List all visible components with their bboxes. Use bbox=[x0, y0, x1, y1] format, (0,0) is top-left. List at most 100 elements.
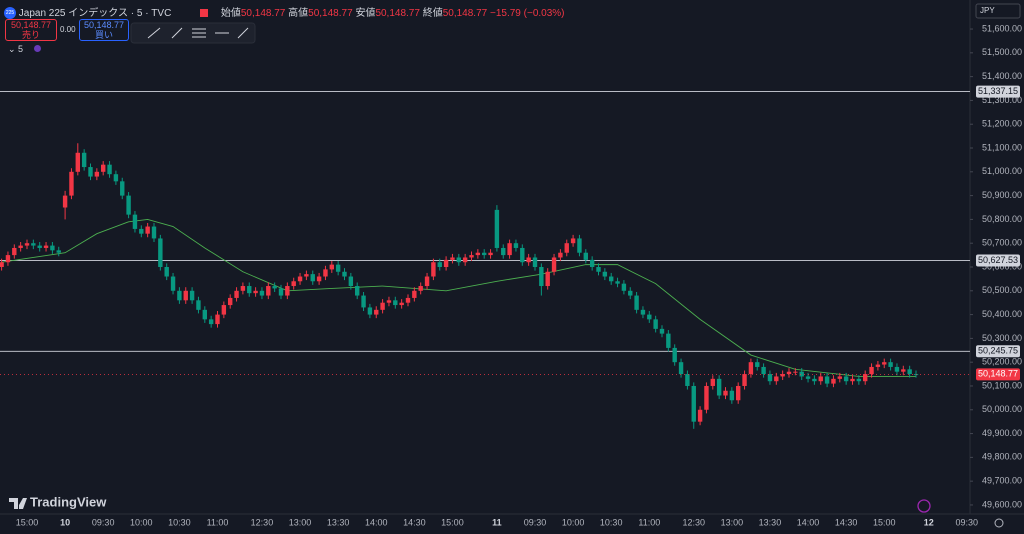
candle-body bbox=[316, 276, 322, 282]
candle-body bbox=[704, 385, 709, 410]
candle-body bbox=[399, 302, 404, 306]
settings-icon[interactable] bbox=[994, 518, 1004, 528]
price-line-label: 50,627.53 bbox=[978, 255, 1018, 265]
price-line-label: 50,245.75 bbox=[978, 346, 1018, 356]
candle-body bbox=[805, 376, 811, 379]
candle-body bbox=[393, 300, 398, 306]
candle-body bbox=[183, 290, 188, 301]
y-tick-label: 49,800.00 bbox=[982, 452, 1022, 462]
last-price-label: 50,148.77 bbox=[978, 369, 1018, 379]
tradingview-logo: TradingView bbox=[9, 494, 107, 509]
candle-body bbox=[151, 226, 157, 239]
candle-body bbox=[418, 286, 423, 291]
candle-body bbox=[348, 276, 354, 287]
candle-body bbox=[56, 250, 61, 253]
candle-body bbox=[62, 195, 68, 208]
x-tick-label: 14:00 bbox=[365, 517, 388, 527]
candle-body bbox=[164, 266, 169, 277]
candle-body bbox=[139, 228, 144, 234]
flag-icon[interactable] bbox=[200, 9, 209, 18]
candle-body bbox=[596, 266, 601, 272]
y-tick-label: 50,700.00 bbox=[982, 238, 1022, 248]
candle-body bbox=[583, 252, 588, 260]
y-tick-label: 51,300.00 bbox=[982, 95, 1022, 105]
candle-body bbox=[259, 290, 265, 296]
x-tick-label: 15:00 bbox=[441, 517, 464, 527]
candle-body bbox=[564, 243, 569, 253]
candle-body bbox=[907, 369, 912, 375]
y-tick-label: 51,000.00 bbox=[982, 166, 1022, 176]
candle-body bbox=[412, 290, 417, 298]
candle-body bbox=[767, 374, 773, 382]
candle-body bbox=[380, 302, 385, 310]
x-tick-label: 10:00 bbox=[130, 517, 153, 527]
replay-icon[interactable] bbox=[917, 499, 931, 513]
candle-body bbox=[659, 328, 665, 334]
candle-body bbox=[278, 288, 284, 296]
indicator-icon[interactable] bbox=[33, 45, 41, 52]
candle-body bbox=[285, 286, 290, 296]
y-tick-label: 51,200.00 bbox=[982, 119, 1022, 129]
candle-body bbox=[234, 290, 239, 298]
candle-body bbox=[50, 245, 55, 251]
candle-body bbox=[107, 164, 112, 175]
candle-body bbox=[291, 281, 296, 287]
candle-body bbox=[793, 371, 798, 373]
candle-body bbox=[513, 243, 519, 248]
y-tick-label: 49,900.00 bbox=[982, 428, 1022, 438]
indicator-row: ⌄ 5 bbox=[8, 44, 41, 55]
candle-body bbox=[323, 269, 328, 277]
symbol-badge: 225 bbox=[4, 7, 16, 20]
candle-body bbox=[240, 286, 246, 291]
candle-body bbox=[875, 364, 881, 367]
x-tick-label: 12:30 bbox=[682, 517, 705, 527]
candle-body bbox=[501, 247, 506, 256]
x-tick-label: 13:30 bbox=[759, 517, 782, 527]
candle-body bbox=[901, 369, 906, 372]
candle-body bbox=[18, 245, 23, 248]
price-line-label-box bbox=[976, 254, 1020, 267]
sell-button[interactable]: 50,148.77 売り bbox=[5, 19, 57, 41]
candle-body bbox=[405, 297, 411, 303]
x-tick-label: 12:30 bbox=[251, 517, 274, 527]
close-label: 終値 bbox=[422, 8, 443, 19]
candle-body bbox=[221, 305, 227, 315]
y-tick-label: 51,400.00 bbox=[982, 71, 1022, 81]
candle-body bbox=[628, 290, 633, 296]
sell-price: 50,148.77 bbox=[10, 20, 52, 30]
candle-body bbox=[88, 167, 93, 177]
candle-body bbox=[462, 257, 468, 263]
x-tick-label: 09:30 bbox=[92, 517, 115, 527]
y-tick-label: 51,100.00 bbox=[982, 142, 1022, 152]
x-tick-label: 13:00 bbox=[289, 517, 312, 527]
candle-body bbox=[812, 378, 817, 382]
candle-body bbox=[589, 259, 595, 267]
candle-body bbox=[304, 274, 309, 277]
candle-body bbox=[647, 314, 652, 320]
x-tick-label: 11:00 bbox=[207, 517, 229, 527]
x-tick-label: 13:00 bbox=[721, 517, 744, 527]
candle-body bbox=[202, 309, 207, 320]
x-tick-label: 11:00 bbox=[638, 517, 660, 527]
candle-body bbox=[43, 245, 49, 248]
buy-button[interactable]: 50,148.77 買い bbox=[79, 19, 129, 41]
open-label: 始値 bbox=[220, 8, 241, 19]
candle-body bbox=[253, 290, 258, 294]
candle-body bbox=[177, 290, 182, 301]
spread: 0.00 bbox=[60, 25, 76, 34]
candle-body bbox=[691, 385, 696, 422]
candle-body bbox=[634, 295, 639, 310]
candle-body bbox=[158, 238, 163, 267]
low-label: 安値 bbox=[355, 8, 376, 19]
moving-average bbox=[1, 218, 916, 377]
candle-body bbox=[367, 307, 373, 315]
x-tick-label: 15:00 bbox=[873, 517, 896, 527]
y-tick-label: 50,800.00 bbox=[982, 214, 1022, 224]
x-tick-label: 15:00 bbox=[16, 517, 39, 527]
candle-body bbox=[81, 152, 87, 168]
candle-body bbox=[850, 378, 855, 382]
symbol: Japan 225 インデックス · 5 · TVC bbox=[18, 8, 172, 19]
change: −15.79 (−0.03%) bbox=[490, 8, 565, 19]
low-value: 50,148.77 bbox=[375, 8, 420, 19]
candle-body bbox=[532, 257, 538, 267]
